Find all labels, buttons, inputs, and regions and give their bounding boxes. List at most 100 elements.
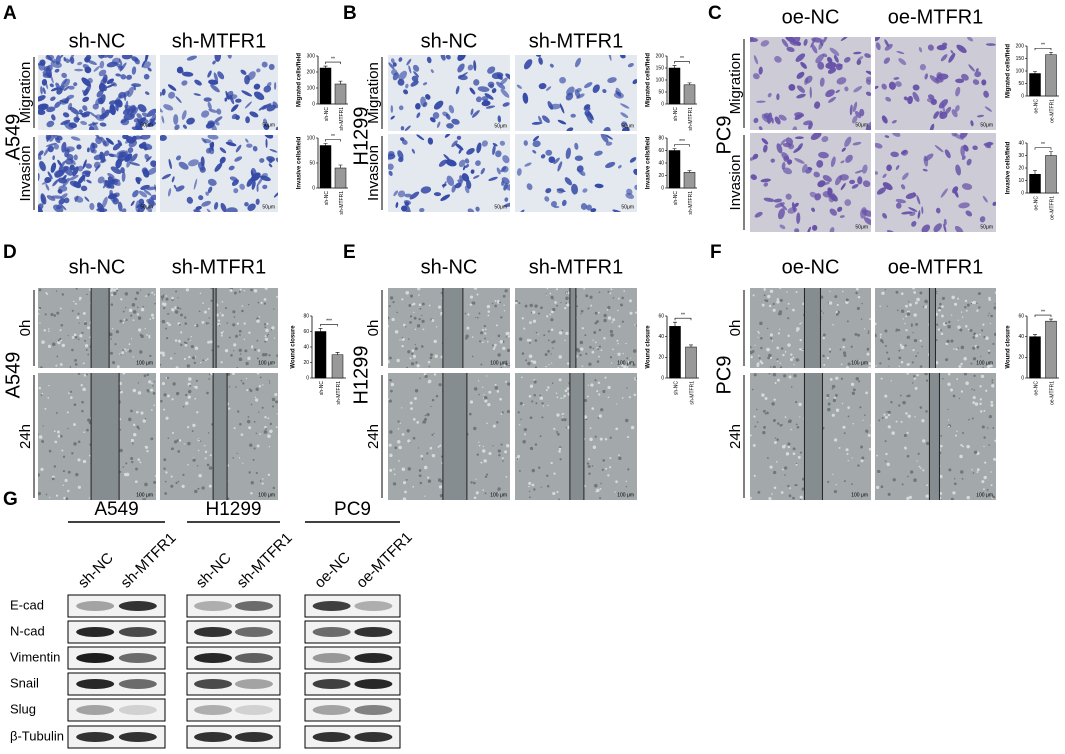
cell <box>226 207 238 212</box>
cell <box>215 121 220 126</box>
cell <box>483 459 487 463</box>
panel-letter: B <box>343 3 357 24</box>
cell <box>607 305 611 310</box>
cell <box>163 104 174 111</box>
cell <box>875 142 883 149</box>
cell <box>561 329 564 332</box>
x-tick-label: sh-NC <box>673 191 679 206</box>
cell <box>167 84 177 91</box>
cell <box>174 339 178 342</box>
cell <box>583 415 588 419</box>
cell <box>786 291 788 293</box>
cell <box>100 159 107 164</box>
cell <box>220 331 224 335</box>
cell <box>41 440 45 443</box>
cell <box>163 307 166 310</box>
cell <box>497 115 502 123</box>
cell <box>528 481 532 485</box>
cell <box>137 458 141 461</box>
cell <box>957 319 959 321</box>
cell <box>464 158 470 164</box>
cell <box>609 329 613 334</box>
cell <box>275 400 278 404</box>
y-tick-label: 40 <box>658 160 664 166</box>
cell <box>416 420 420 424</box>
cell <box>478 444 481 447</box>
cell <box>834 295 838 299</box>
cell <box>940 188 948 198</box>
scale-bar-label: 100 μm <box>136 360 153 366</box>
cell <box>854 332 858 336</box>
cell <box>558 355 563 359</box>
cell <box>88 454 91 457</box>
error-bar <box>1049 318 1053 322</box>
cell <box>960 470 964 474</box>
cell <box>491 88 497 94</box>
cell <box>839 215 845 218</box>
cell <box>147 167 156 176</box>
cell <box>750 156 756 161</box>
cell <box>424 414 427 417</box>
cell <box>236 322 240 325</box>
cell <box>933 111 940 119</box>
cell <box>232 323 236 327</box>
y-tick-label: 0 <box>661 101 664 107</box>
cell <box>811 37 823 43</box>
cell <box>256 357 259 360</box>
cell <box>515 301 518 305</box>
cell <box>529 342 531 344</box>
cell <box>551 297 554 300</box>
cell <box>598 393 601 396</box>
band <box>76 601 115 611</box>
cell <box>979 402 982 406</box>
cell <box>754 344 756 347</box>
cell <box>961 183 973 190</box>
cell <box>130 338 133 340</box>
cell <box>550 353 552 355</box>
cell <box>796 93 806 99</box>
cell <box>522 92 529 104</box>
cell <box>130 200 135 207</box>
bar <box>1045 155 1057 194</box>
cell <box>549 313 552 316</box>
cell <box>401 139 408 145</box>
cell <box>990 471 992 473</box>
cell <box>960 362 963 366</box>
cell <box>192 423 196 428</box>
cell <box>81 111 91 118</box>
cell <box>412 436 416 440</box>
cell <box>150 313 154 317</box>
cell <box>213 72 219 83</box>
cell <box>49 72 54 84</box>
cell <box>600 134 609 143</box>
cell <box>166 376 170 379</box>
cell <box>537 312 541 315</box>
cell <box>915 355 918 358</box>
cell <box>38 109 46 115</box>
cell <box>835 312 839 316</box>
cell <box>808 121 813 130</box>
cell <box>131 135 137 142</box>
cell <box>444 134 451 138</box>
cell <box>503 202 510 207</box>
cell <box>828 192 836 203</box>
panel-letter: F <box>710 242 722 263</box>
cell <box>856 306 860 310</box>
cell <box>89 125 95 130</box>
cell <box>546 315 549 318</box>
cell <box>388 163 394 171</box>
cell <box>142 419 146 423</box>
cell <box>102 140 110 147</box>
cell <box>60 434 63 438</box>
cell <box>799 338 802 342</box>
cell <box>756 362 760 366</box>
cell <box>161 298 164 301</box>
cell <box>125 462 128 465</box>
error-bar <box>1049 151 1053 156</box>
micrograph-content <box>38 288 156 368</box>
cell <box>899 394 902 397</box>
cell <box>497 353 501 357</box>
cell <box>399 339 401 341</box>
cell <box>273 337 276 339</box>
cell <box>65 497 69 500</box>
